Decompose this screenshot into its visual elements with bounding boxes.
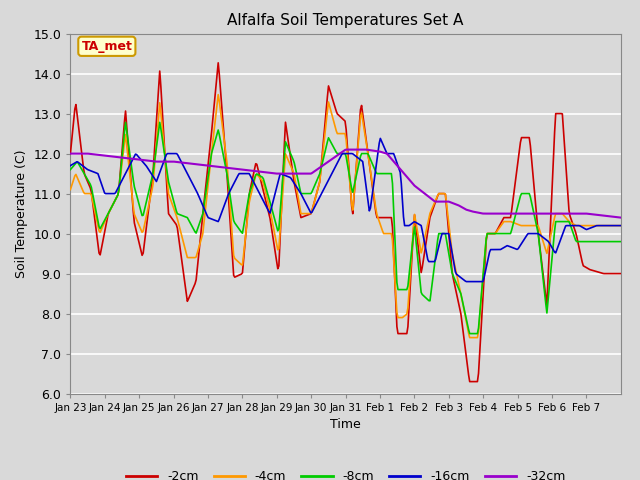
- Title: Alfalfa Soil Temperatures Set A: Alfalfa Soil Temperatures Set A: [227, 13, 464, 28]
- Legend: -2cm, -4cm, -8cm, -16cm, -32cm: -2cm, -4cm, -8cm, -16cm, -32cm: [121, 465, 570, 480]
- Y-axis label: Soil Temperature (C): Soil Temperature (C): [15, 149, 28, 278]
- Text: TA_met: TA_met: [81, 40, 132, 53]
- X-axis label: Time: Time: [330, 418, 361, 431]
